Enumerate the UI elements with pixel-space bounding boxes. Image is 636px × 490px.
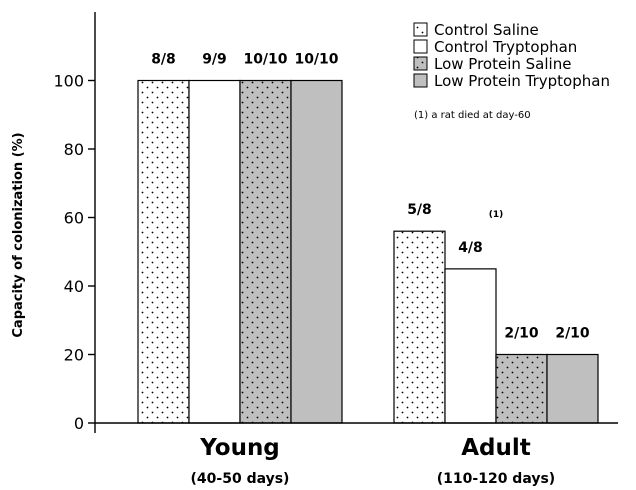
data-label: 10/10	[243, 52, 287, 68]
bar-young-control-saline	[137, 79, 190, 424]
legend-entry: Control Saline	[434, 21, 539, 39]
category-label: Young	[199, 435, 280, 461]
bar-adult-control-saline	[393, 230, 446, 424]
y-tick-label: 20	[64, 346, 84, 365]
legend-swatch	[413, 22, 428, 37]
bar-young-low-protein-saline	[239, 79, 292, 424]
legend-swatch	[413, 39, 428, 54]
data-label: 5/8	[407, 202, 432, 218]
axes-layer: 0 20 40 60 80 100	[53, 12, 618, 433]
category-label: Adult	[461, 435, 531, 461]
data-label: 9/9	[202, 52, 227, 68]
y-tick-label: 100	[53, 72, 84, 91]
bar-adult-control-tryptophan	[444, 268, 497, 424]
legend-swatch	[413, 73, 428, 88]
annotation-mark: (1)	[489, 210, 504, 220]
footnote: (1) a rat died at day-60	[414, 110, 531, 121]
category-sublabel: (40-50 days)	[191, 471, 290, 487]
data-label: 10/10	[294, 52, 338, 68]
bar-young-control-tryptophan	[188, 79, 241, 424]
labels-layer: 8/8 9/9 10/10 10/10 5/8 4/8 2/10 2/10 (1) Young (4…	[151, 52, 590, 488]
bar-adult-low-protein-tryptophan	[546, 353, 599, 424]
y-tick-label: 60	[64, 209, 84, 228]
bar-young-low-protein-tryptophan	[290, 79, 343, 424]
legend-entry: Low Protein Tryptophan	[434, 72, 610, 90]
y-tick-label: 80	[64, 140, 84, 159]
bars-layer	[137, 79, 599, 424]
data-label: 8/8	[151, 52, 176, 68]
data-label: 4/8	[458, 240, 483, 256]
y-tick-label: 40	[64, 277, 84, 296]
legend-entry: Control Tryptophan	[434, 38, 577, 56]
y-axis-label: Capacity of colonization (%)	[11, 132, 26, 337]
legend-swatch	[413, 56, 428, 71]
data-label: 2/10	[555, 326, 590, 342]
y-tick-label: 0	[74, 414, 84, 433]
category-sublabel: (110-120 days)	[437, 471, 555, 487]
data-label: 2/10	[504, 326, 539, 342]
bar-adult-low-protein-saline	[495, 353, 548, 424]
legend-entry: Low Protein Saline	[434, 55, 571, 73]
